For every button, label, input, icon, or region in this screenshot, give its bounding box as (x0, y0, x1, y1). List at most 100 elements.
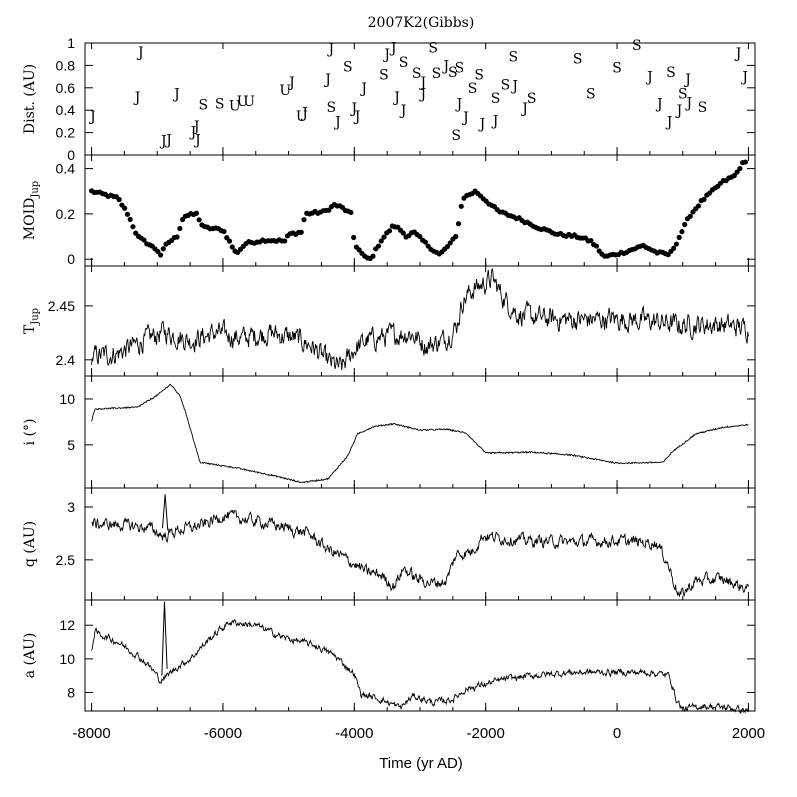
encounter-marker-J: J (491, 113, 499, 129)
encounter-marker-J: J (88, 109, 96, 125)
encounter-marker-U: U (229, 99, 241, 115)
moid-point (301, 217, 307, 223)
moid-point (695, 203, 702, 209)
moid-point (229, 244, 235, 250)
encounter-marker-J: J (327, 42, 335, 58)
x-tick-label: -6000 (204, 725, 242, 742)
x-axis: -8000 -6000 -4000 -2000 0 2000 (72, 725, 765, 742)
panel-tjup: 2.4 2.45 TJup (22, 265, 756, 377)
y-tick-label: 0.2 (56, 125, 76, 141)
y-tick-label: 12 (59, 617, 75, 633)
moid-point (221, 228, 227, 235)
moid-point (127, 216, 133, 223)
encounter-marker-J: J (685, 95, 693, 111)
encounter-marker-S: S (198, 98, 208, 114)
encounter-marker-J: J (441, 58, 449, 74)
encounter-marker-J: J (192, 119, 200, 135)
moid-point (731, 172, 737, 179)
encounter-marker-J: J (740, 70, 748, 86)
encounter-marker-S: S (399, 55, 409, 71)
moid-point (447, 240, 453, 246)
encounter-marker-U: U (279, 83, 291, 99)
encounter-marker-J: J (172, 86, 180, 102)
encounter-marker-J: J (734, 46, 742, 62)
moid-point (193, 210, 199, 216)
encounter-marker-S: S (508, 49, 518, 65)
x-tick-label: -4000 (335, 725, 373, 742)
y-axis-label-subscript: Jup (30, 308, 41, 326)
moid-point (687, 213, 693, 219)
moid-point (282, 238, 288, 244)
moid-point (679, 229, 685, 235)
y-tick-label: 0.4 (56, 161, 76, 177)
x-tick-label: 0 (613, 725, 621, 742)
moid-point (351, 234, 357, 241)
encounter-marker-J: J (333, 114, 341, 130)
encounter-marker-S: S (491, 91, 501, 107)
moid-point (122, 205, 128, 211)
encounter-marker-U: U (237, 94, 249, 110)
encounter-marker-S: S (666, 65, 676, 81)
moid-point (157, 252, 164, 258)
x-axis-label: Time (yr AD) (379, 755, 463, 772)
moid-point (378, 238, 384, 244)
chart-title: 2007K2(Gibbs) (368, 15, 475, 31)
y-axis-label: TJup (22, 308, 41, 334)
encounter-marker-S: S (698, 100, 708, 116)
moid-point (671, 245, 677, 251)
moid-point (298, 229, 304, 235)
encounter-marker-J: J (353, 109, 361, 125)
encounter-marker-J: J (399, 103, 407, 119)
moid-point (676, 234, 682, 240)
encounter-marker-J: J (136, 45, 144, 61)
moid-point (400, 230, 406, 236)
tjup-series-line (91, 268, 749, 371)
encounter-marker-J: J (323, 72, 331, 88)
moid-point (673, 241, 680, 247)
y-axis-label-subscript: Jup (30, 181, 41, 199)
moid-point (370, 253, 376, 259)
encounter-marker-U: U (243, 94, 255, 110)
moid-point (734, 169, 740, 175)
encounter-marker-J: J (133, 90, 141, 106)
panel-inclination: 5 10 i (°) (22, 375, 756, 489)
y-tick-label: 10 (59, 391, 75, 407)
moid-point (177, 225, 183, 232)
encounter-marker-S: S (343, 60, 353, 76)
moid-point (226, 238, 233, 244)
moid-point (381, 234, 387, 240)
encounter-marker-J: J (382, 47, 390, 63)
encounter-marker-S: S (432, 66, 442, 82)
moid-point (386, 228, 393, 234)
moid-point (116, 196, 122, 203)
moid-point (701, 196, 707, 203)
moid-point (160, 246, 166, 252)
y-axis-label: q (AU) (22, 521, 38, 567)
encounter-marker-J: J (359, 81, 367, 97)
encounter-marker-J: J (159, 133, 167, 149)
y-tick-label: 2.45 (48, 298, 75, 314)
encounter-marker-S: S (527, 91, 537, 107)
encounter-marker-S: S (632, 38, 642, 54)
encounter-marker-S: S (451, 128, 461, 144)
moid-point (174, 234, 180, 240)
encounter-marker-J: J (164, 132, 172, 148)
encounter-marker-S: S (501, 77, 511, 93)
y-axis-label: i (°) (22, 419, 38, 446)
perihelion-series-line (91, 509, 749, 597)
moid-point (141, 237, 147, 243)
panel-moid: 0 0.2 0.4 MOIDJup (22, 154, 756, 267)
y-tick-label: 8 (67, 685, 75, 701)
y-tick-label: 3 (67, 499, 75, 515)
y-tick-label: 0 (67, 251, 75, 267)
moid-point (593, 243, 600, 249)
y-tick-label: 2.5 (56, 552, 76, 568)
encounter-marker-J: J (675, 103, 683, 119)
encounter-marker-U: U (296, 109, 308, 125)
panel-semimajor: 8 10 12 a (AU) (22, 599, 756, 715)
semimajor-series-line (91, 618, 749, 715)
encounter-marker-S: S (412, 66, 422, 82)
moid-point (348, 209, 354, 216)
